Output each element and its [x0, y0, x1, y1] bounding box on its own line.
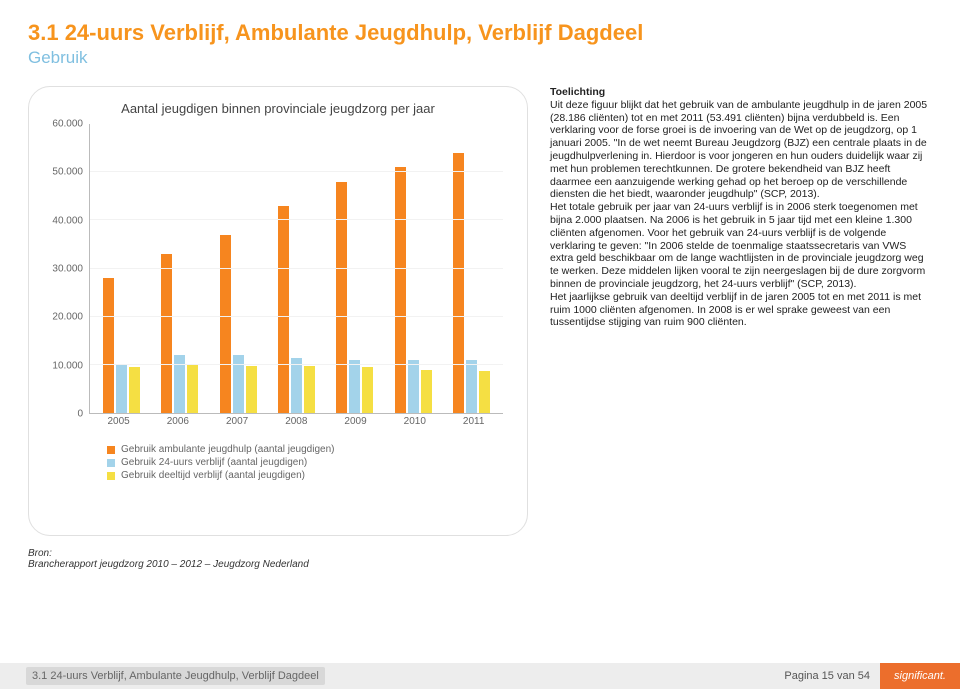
- legend-label: Gebruik deeltijd verblijf (aantal jeugdi…: [121, 470, 305, 481]
- bar: [421, 370, 432, 413]
- legend-item: Gebruik 24-uurs verblijf (aantal jeugdig…: [107, 457, 509, 468]
- chart-legend: Gebruik ambulante jeugdhulp (aantal jeug…: [107, 444, 509, 481]
- footer-logo: significant.: [880, 663, 960, 689]
- bar-group: [220, 124, 257, 413]
- bar: [246, 366, 257, 413]
- bar-group: [103, 124, 140, 413]
- bar: [304, 366, 315, 413]
- chart-container: Aantal jeugdigen binnen provinciale jeug…: [28, 86, 528, 536]
- page-footer: 3.1 24-uurs Verblijf, Ambulante Jeugdhul…: [0, 663, 960, 689]
- bar-group: [336, 124, 373, 413]
- bar: [103, 278, 114, 413]
- chart-plot-area: [89, 124, 503, 414]
- bar: [161, 254, 172, 413]
- footer-page-number: Pagina 15 van 54: [784, 670, 870, 682]
- chart-x-axis: 2005 2006 2007 2008 2009 2010 2011: [89, 416, 503, 434]
- source-label: Bron:: [28, 548, 52, 559]
- explanation-text: Uit deze figuur blijkt dat het gebruik v…: [550, 99, 932, 329]
- bar: [220, 235, 231, 413]
- section-subtitle: Gebruik: [28, 48, 932, 68]
- bar: [116, 365, 127, 413]
- bar-group: [395, 124, 432, 413]
- y-tick: 10.000: [52, 360, 83, 371]
- source-block: Bron: Brancherapport jeugdzorg 2010 – 20…: [28, 548, 932, 570]
- bar-group: [161, 124, 198, 413]
- legend-item: Gebruik deeltijd verblijf (aantal jeugdi…: [107, 470, 509, 481]
- x-tick: 2007: [226, 416, 248, 434]
- x-tick: 2010: [404, 416, 426, 434]
- bar: [278, 206, 289, 413]
- bar-group: [453, 124, 490, 413]
- bar: [479, 371, 490, 413]
- bar: [395, 167, 406, 413]
- y-tick: 60.000: [52, 119, 83, 130]
- legend-swatch: [107, 459, 115, 467]
- bar: [336, 182, 347, 413]
- footer-chip: 3.1 24-uurs Verblijf, Ambulante Jeugdhul…: [26, 667, 325, 685]
- bar: [362, 367, 373, 413]
- x-tick: 2009: [344, 416, 366, 434]
- bar: [349, 360, 360, 413]
- y-tick: 50.000: [52, 167, 83, 178]
- chart-title: Aantal jeugdigen binnen provinciale jeug…: [47, 101, 509, 116]
- x-tick: 2006: [167, 416, 189, 434]
- section-title: 3.1 24-uurs Verblijf, Ambulante Jeugdhul…: [28, 20, 932, 46]
- legend-label: Gebruik 24-uurs verblijf (aantal jeugdig…: [121, 457, 307, 468]
- x-tick: 2008: [285, 416, 307, 434]
- bar: [408, 360, 419, 413]
- legend-swatch: [107, 446, 115, 454]
- legend-item: Gebruik ambulante jeugdhulp (aantal jeug…: [107, 444, 509, 455]
- legend-label: Gebruik ambulante jeugdhulp (aantal jeug…: [121, 444, 334, 455]
- y-tick: 30.000: [52, 264, 83, 275]
- bar: [187, 365, 198, 413]
- x-tick: 2005: [107, 416, 129, 434]
- source-text: Brancherapport jeugdzorg 2010 – 2012 – J…: [28, 559, 309, 570]
- chart-y-axis: 60.00050.00040.00030.00020.00010.0000: [47, 124, 87, 414]
- chart-plot: 60.00050.00040.00030.00020.00010.0000 20…: [89, 124, 503, 434]
- explanation-block: Toelichting Uit deze figuur blijkt dat h…: [550, 86, 932, 536]
- x-tick: 2011: [463, 416, 485, 434]
- bar: [466, 360, 477, 413]
- bar: [453, 153, 464, 413]
- legend-swatch: [107, 472, 115, 480]
- y-tick: 40.000: [52, 215, 83, 226]
- explanation-heading: Toelichting: [550, 86, 932, 99]
- y-tick: 0: [77, 409, 83, 420]
- y-tick: 20.000: [52, 312, 83, 323]
- bar: [129, 367, 140, 413]
- bar: [291, 358, 302, 413]
- bar-group: [278, 124, 315, 413]
